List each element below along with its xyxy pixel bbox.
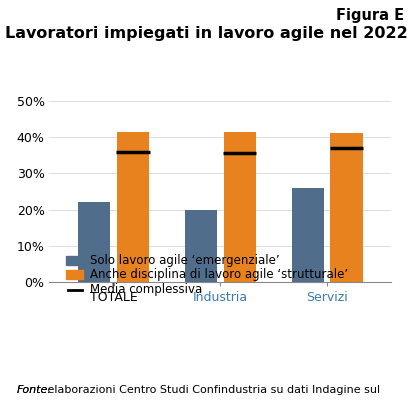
Text: Solo lavoro agile ‘emergenziale’: Solo lavoro agile ‘emergenziale’ [90,254,280,267]
Text: Lavoratori impiegati in lavoro agile nel 2022: Lavoratori impiegati in lavoro agile nel… [5,26,407,41]
Bar [66,270,83,279]
Bar [66,256,83,265]
Text: Fonte:: Fonte: [16,385,52,395]
Bar [78,202,110,282]
Text: Media complessiva: Media complessiva [90,283,203,296]
Bar [185,210,217,282]
Bar [330,133,363,282]
Text: elaborazioni Centro Studi Confindustria su dati Indagine sul: elaborazioni Centro Studi Confindustria … [44,385,381,395]
Bar [224,131,256,282]
Bar [117,131,149,282]
Text: Figura E: Figura E [336,8,404,23]
Bar [292,188,324,282]
Text: Anche disciplina di lavoro agile ‘strutturale’: Anche disciplina di lavoro agile ‘strutt… [90,268,349,281]
Text: Fonte:: Fonte: [16,385,52,395]
